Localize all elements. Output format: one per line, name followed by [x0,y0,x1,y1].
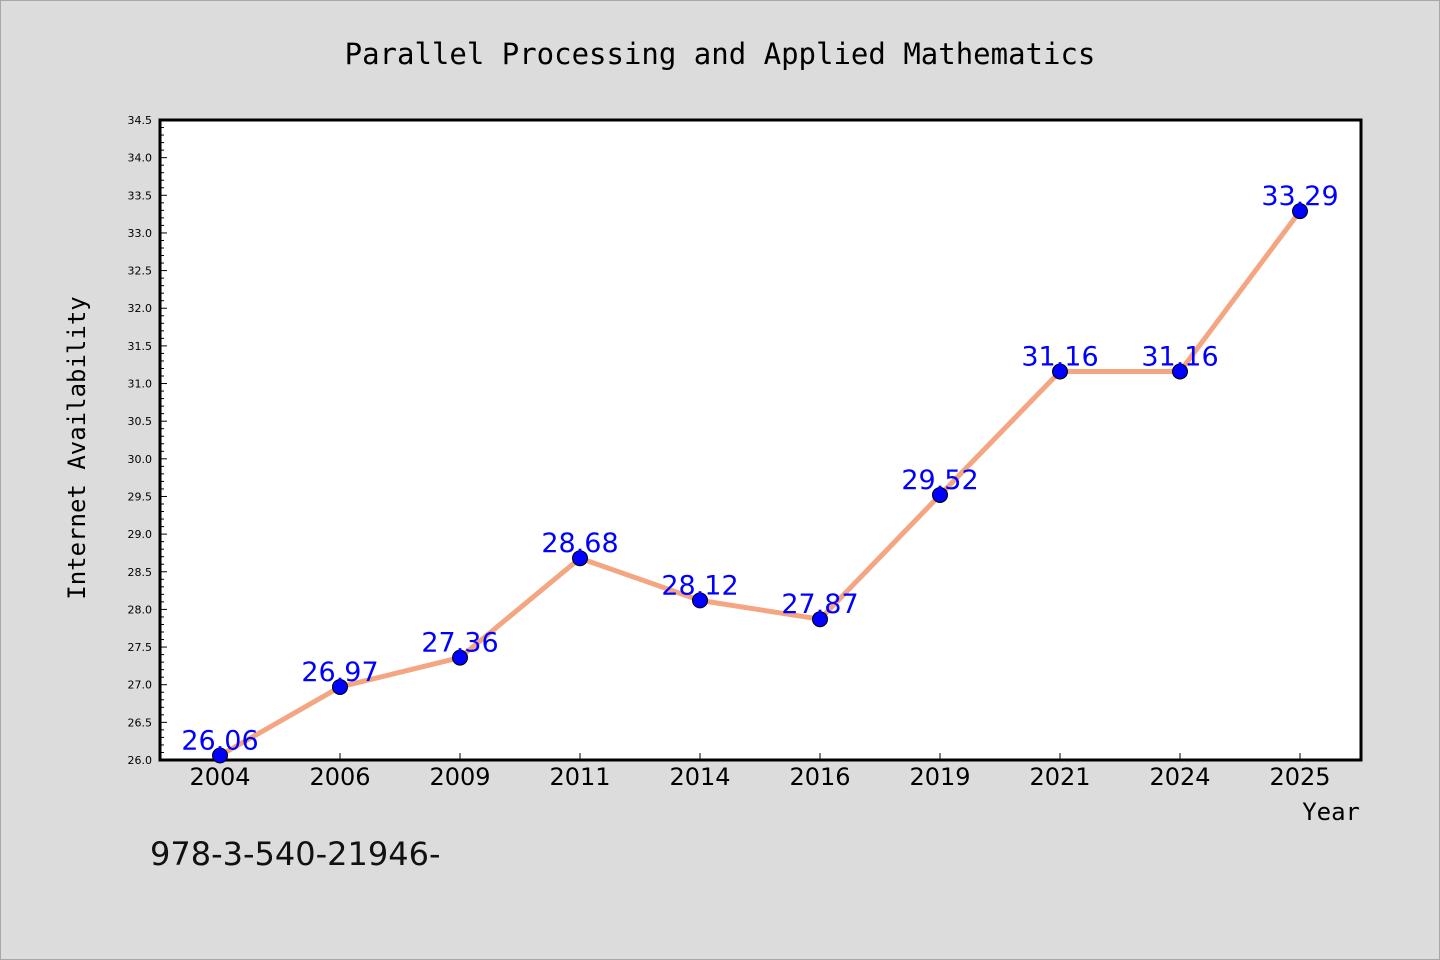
data-label: 26.97 [301,657,378,688]
y-tick-label: 34.0 [128,152,153,165]
x-tick-label: 2011 [549,763,610,791]
data-point [1292,203,1308,220]
y-tick-label: 29.5 [128,490,153,503]
plot-area [158,118,1363,762]
x-tick-label: 2024 [1149,763,1210,791]
x-axis-label: Year [1302,798,1360,826]
chart-title: Parallel Processing and Applied Mathemat… [345,37,1096,71]
x-tick-label: 2025 [1269,763,1330,791]
data-point [1052,363,1068,380]
y-tick-label: 30.5 [128,415,153,428]
y-tick-label: 28.5 [128,566,153,579]
data-point [692,592,708,609]
data-label: 33.29 [1261,181,1338,212]
data-label: 31.16 [1141,341,1218,372]
y-tick-label: 31.5 [128,340,153,353]
x-tick-label: 2019 [909,763,970,791]
x-tick-label: 2014 [669,763,730,791]
y-tick-label: 32.0 [128,302,153,315]
y-tick-label: 29.0 [128,528,153,541]
x-axis: 2004 2006 2009 2011 2014 2016 2019 2021 2024 2025 [189,753,1331,791]
y-tick-label: 32.5 [128,265,153,278]
footnote-text: 978-3-540-21946- [150,835,441,873]
data-label: 27.36 [421,628,498,659]
data-point [812,611,828,628]
y-tick-label: 34.5 [128,114,153,127]
y-tick-label: 30.0 [128,453,153,466]
series-line [217,208,1303,758]
data-point [212,747,228,764]
y-tick-label: 26.5 [128,716,153,729]
y-tick-label: 33.0 [128,227,153,240]
x-tick-label: 2006 [309,763,370,791]
data-point [1172,363,1188,380]
data-label: 31.16 [1021,341,1098,372]
series-layer: 26.06 26.97 27.36 28.68 28.12 27.87 29.52 31.16… [181,181,1339,764]
data-label: 27.87 [781,589,858,620]
x-tick-label: 2004 [189,763,250,791]
y-tick-label: 31.0 [128,378,153,391]
data-point [572,550,588,567]
data-label: 28.68 [541,528,618,559]
y-tick-label: 33.5 [128,189,153,202]
y-tick-label: 27.5 [128,641,153,654]
x-tick-label: 2016 [789,763,850,791]
x-tick-label: 2021 [1029,763,1090,791]
x-tick-label: 2009 [429,763,490,791]
y-tick-label: 27.0 [128,679,153,692]
y-tick-label: 26.0 [128,754,153,767]
data-label: 26.06 [181,725,258,756]
data-label: 28.12 [661,570,738,601]
y-axis: 26.0 26.5 27.0 27.5 28.0 28.5 29.0 29.5 30.0 30.5… [128,114,167,767]
data-point [932,486,948,503]
data-label: 29.52 [901,465,978,496]
data-point [452,649,468,666]
y-axis-label: Internet Availability [63,296,91,599]
y-tick-label: 28.0 [128,603,153,616]
data-point [332,678,348,695]
